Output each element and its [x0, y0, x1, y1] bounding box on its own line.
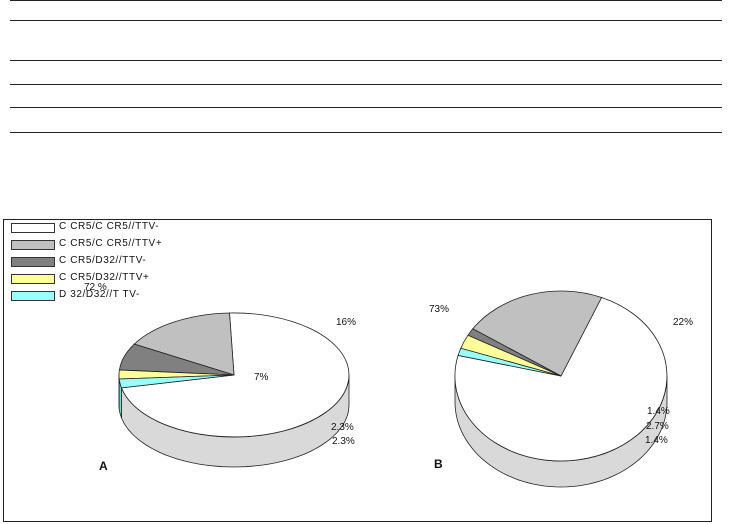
- legend-swatch: [11, 223, 55, 233]
- table-rule: [10, 84, 722, 85]
- pie-charts: 72 % 16% 7% 2.3% 2.3% A 73% 22% 1.4% 2.7% 1.4% B: [84, 282, 693, 488]
- slice-label: 1.4%: [645, 435, 668, 446]
- slice-label: 73%: [429, 304, 449, 315]
- table-rule: [10, 20, 722, 21]
- table-rule: [10, 107, 722, 108]
- legend-label: C CR5/D32//TTV+: [59, 272, 150, 283]
- slice-label: 1.4%: [647, 406, 670, 417]
- slice-label: 2.3%: [332, 436, 355, 447]
- legend-label: C CR5/D32//TTV-: [59, 255, 147, 266]
- pie-slice: [472, 290, 603, 377]
- slice-label: 2.7%: [646, 421, 669, 432]
- figure-frame: C CR5/C CR5//TTV- C CR5/C CR5//TTV+ C CR…: [3, 219, 712, 522]
- legend-swatch: [11, 257, 55, 267]
- legend-label: C CR5/C CR5//TTV+: [59, 238, 163, 249]
- table-rule: [10, 132, 722, 133]
- table-rule: [10, 60, 722, 61]
- slice-label: 22%: [673, 317, 693, 328]
- panel-label: A: [99, 459, 108, 473]
- pie-slice: [133, 312, 235, 376]
- slice-label: 72 %: [84, 282, 107, 293]
- pie-slice: [457, 347, 562, 377]
- slice-label: 7%: [254, 372, 269, 383]
- pie-slice: [120, 312, 350, 438]
- table-rule: [10, 0, 722, 1]
- pie-slice: [454, 297, 668, 462]
- legend-swatch: [11, 240, 55, 250]
- legend-label: C CR5/C CR5//TTV-: [59, 221, 160, 232]
- slice-label: 2.3%: [331, 422, 354, 433]
- legend-label: D 32/D32//T TV-: [59, 289, 140, 300]
- legend-swatch: [11, 291, 55, 301]
- panel-label: B: [434, 457, 443, 471]
- pie-slice: [118, 374, 235, 389]
- slice-label: 16%: [336, 317, 356, 328]
- legend-swatch: [11, 274, 55, 284]
